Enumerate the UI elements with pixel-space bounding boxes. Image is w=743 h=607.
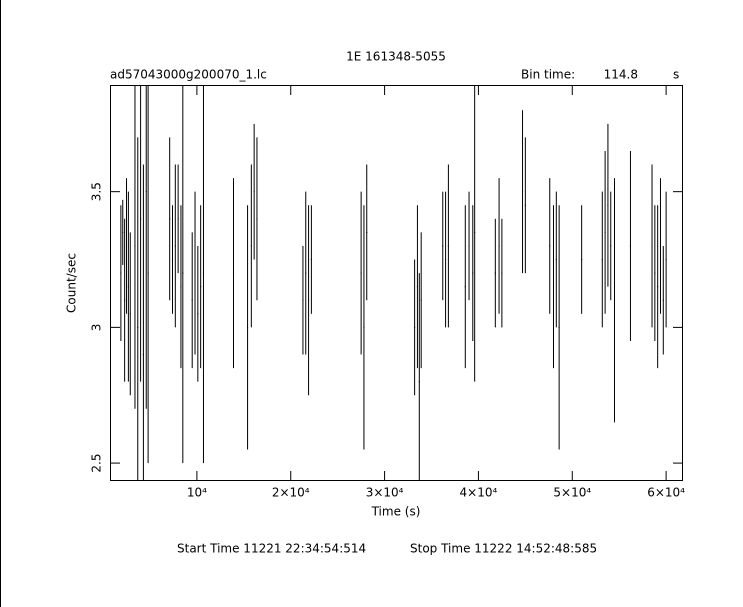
plot-area: [120, 85, 667, 481]
chart-title: 1E 161348-5055: [346, 50, 446, 64]
x-tick-label: 6×10⁴: [647, 486, 685, 500]
bin-time-label: Bin time:: [521, 68, 575, 82]
file-name: ad57043000g200070_1.lc: [110, 68, 267, 82]
x-tick-label: 5×10⁴: [553, 486, 591, 500]
x-tick-label: 4×10⁴: [460, 486, 498, 500]
bin-time-unit: s: [673, 68, 679, 82]
x-tick-label: 10⁴: [187, 486, 207, 500]
stop-time: Stop Time 11222 14:52:48:585: [410, 542, 597, 556]
y-tick-label: 2.5: [90, 454, 104, 473]
y-tick-label: 3.5: [90, 182, 104, 201]
y-axis-label: Count/sec: [65, 253, 79, 313]
plot-frame: [110, 85, 683, 481]
y-tick-label: 3: [90, 324, 104, 332]
bin-time-value: 114.8: [604, 68, 638, 82]
x-tick-label: 3×10⁴: [366, 486, 404, 500]
start-time: Start Time 11221 22:34:54:514: [177, 542, 366, 556]
x-tick-label: 2×10⁴: [272, 486, 310, 500]
x-axis-label: Time (s): [371, 505, 421, 519]
